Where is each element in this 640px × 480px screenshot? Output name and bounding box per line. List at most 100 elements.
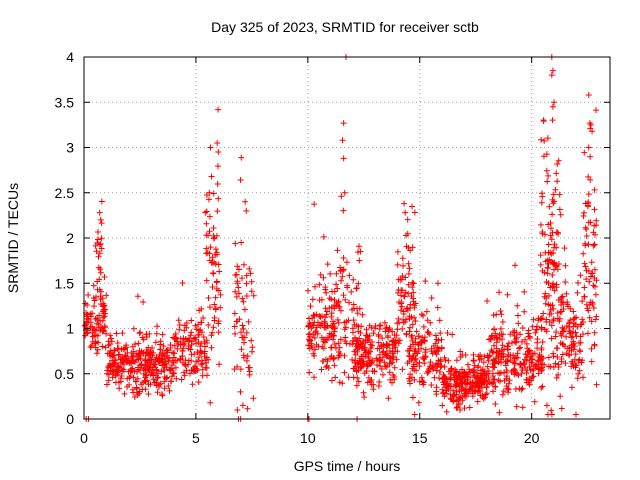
data-point [328, 377, 335, 384]
data-point [160, 343, 167, 350]
data-point [195, 339, 202, 346]
data-point [485, 374, 492, 381]
data-point [564, 301, 571, 308]
data-point [202, 209, 209, 216]
data-point [103, 381, 110, 388]
data-point [341, 352, 348, 359]
data-point [466, 369, 473, 376]
data-point [370, 381, 377, 388]
data-point [182, 362, 189, 369]
data-point [238, 329, 245, 336]
data-point [575, 279, 582, 286]
data-point [572, 351, 579, 358]
data-point [544, 411, 551, 418]
data-point [206, 250, 213, 257]
data-point [323, 311, 330, 318]
data-point [504, 291, 511, 298]
data-point [464, 361, 471, 368]
data-point [177, 335, 184, 342]
data-point [108, 338, 115, 345]
data-point [407, 371, 414, 378]
data-point [203, 365, 210, 372]
data-point [248, 278, 255, 285]
data-point [317, 271, 324, 278]
grid [84, 57, 610, 419]
data-point [393, 356, 400, 363]
data-point [585, 191, 592, 198]
data-point [517, 331, 524, 338]
data-point [453, 405, 460, 412]
data-point [193, 326, 200, 333]
data-point [537, 261, 544, 268]
data-point [81, 322, 88, 329]
data-point [406, 345, 413, 352]
data-point [581, 209, 588, 216]
data-point [358, 363, 365, 370]
data-point [207, 144, 214, 151]
data-point [327, 270, 334, 277]
data-point [367, 378, 374, 385]
data-point [533, 323, 540, 330]
data-point [544, 270, 551, 277]
data-point [447, 383, 454, 390]
data-point [205, 356, 212, 363]
data-point [366, 357, 373, 364]
data-point [330, 320, 337, 327]
data-point [585, 92, 592, 99]
data-point [450, 387, 457, 394]
data-point [348, 288, 355, 295]
data-point [559, 351, 566, 358]
data-point [453, 382, 460, 389]
data-point [101, 303, 108, 310]
data-point [375, 339, 382, 346]
data-point [232, 288, 239, 295]
data-point [587, 153, 594, 160]
data-point [338, 277, 345, 284]
data-point [571, 315, 578, 322]
data-point [231, 366, 238, 373]
data-point [237, 388, 244, 395]
data-point [491, 334, 498, 341]
data-point [328, 310, 335, 317]
data-point [555, 371, 562, 378]
data-point [581, 260, 588, 267]
data-point [547, 302, 554, 309]
data-point [435, 348, 442, 355]
data-point [200, 334, 207, 341]
data-point [142, 352, 149, 359]
axis-tick-labels: 0 0.5 1 1.5 2 2.5 3 3.5 4 0 5 10 15 20 [55, 49, 540, 446]
data-point [165, 383, 172, 390]
data-point [94, 236, 101, 243]
data-point [470, 382, 477, 389]
data-point [577, 348, 584, 355]
data-point [95, 324, 102, 331]
data-point [306, 336, 313, 343]
data-point [483, 390, 490, 397]
data-point [322, 286, 329, 293]
data-point [168, 378, 175, 385]
data-point [193, 358, 200, 365]
data-point [423, 308, 430, 315]
data-point [128, 354, 135, 361]
data-point [380, 348, 387, 355]
data-point [543, 167, 550, 174]
data-point [96, 250, 103, 257]
data-point [425, 329, 432, 336]
data-point [195, 354, 202, 361]
data-point [210, 190, 217, 197]
data-point [188, 357, 195, 364]
data-point [490, 312, 497, 319]
data-point [591, 329, 598, 336]
data-point [498, 353, 505, 360]
data-point [469, 393, 476, 400]
y-tick-label: 0.5 [55, 366, 75, 382]
data-point [449, 331, 456, 338]
data-point [579, 298, 586, 305]
data-point [582, 263, 589, 270]
data-point [436, 317, 443, 324]
data-point [522, 351, 529, 358]
data-point [546, 203, 553, 210]
data-point [384, 341, 391, 348]
data-point [408, 334, 415, 341]
data-point [340, 120, 347, 127]
